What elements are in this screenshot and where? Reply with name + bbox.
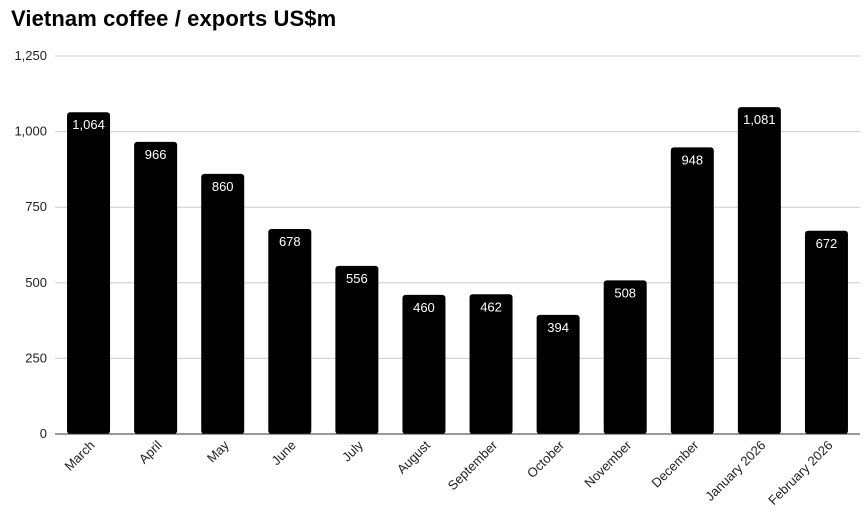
bar-value-label: 678 (279, 234, 301, 249)
bar (134, 141, 178, 435)
y-tick-label: 250 (25, 350, 47, 365)
bar (804, 230, 848, 434)
bar-value-label: 1,081 (743, 112, 776, 127)
bar-value-label: 1,064 (72, 117, 105, 132)
gridlines (55, 55, 860, 359)
bar-value-label: 966 (145, 147, 167, 162)
y-tick-label: 0 (40, 426, 47, 441)
bar (402, 294, 446, 434)
bar (670, 147, 714, 434)
x-tick-label: April (136, 437, 165, 466)
y-tick-label: 1,250 (14, 48, 47, 63)
bar (737, 107, 781, 435)
bar-value-label: 860 (212, 179, 234, 194)
x-tick-label: October (524, 437, 568, 481)
x-tick-label: November (581, 437, 634, 490)
bar (201, 173, 245, 434)
x-tick-label: February 2026 (765, 438, 835, 508)
y-axis-ticks: 0 250 500 750 1,000 1,250 (14, 48, 47, 441)
x-tick-label: July (339, 437, 366, 464)
x-axis-ticks: March April May June July August September Octo… (55, 433, 860, 508)
x-tick-label: May (204, 437, 232, 465)
bar (536, 314, 580, 434)
x-tick-label: December (648, 437, 701, 490)
bar-value-label: 462 (480, 299, 502, 314)
bar-value-label: 672 (816, 236, 838, 251)
x-tick-label: September (445, 437, 501, 493)
bar-value-label: 394 (547, 320, 569, 335)
x-tick-label: January 2026 (702, 438, 768, 504)
bar (335, 265, 379, 434)
bar (268, 228, 312, 434)
x-tick-label: June (268, 438, 299, 469)
bar-value-label: 508 (614, 285, 636, 300)
bar-value-label: 948 (681, 152, 703, 167)
bar (603, 280, 647, 434)
chart-title: Vietnam coffee / exports US$m (11, 6, 337, 31)
bars (67, 107, 848, 435)
bar (67, 112, 111, 434)
y-tick-label: 1,000 (14, 124, 47, 139)
y-tick-label: 500 (25, 275, 47, 290)
bar-value-label: 556 (346, 271, 368, 286)
y-tick-label: 750 (25, 199, 47, 214)
data-labels: 1,064 966 860 678 556 460 462 394 508 948 1,081 672 (72, 112, 837, 335)
bar-value-label: 460 (413, 300, 435, 315)
x-tick-label: August (394, 437, 433, 476)
bar (469, 294, 513, 434)
x-tick-label: March (62, 438, 98, 474)
